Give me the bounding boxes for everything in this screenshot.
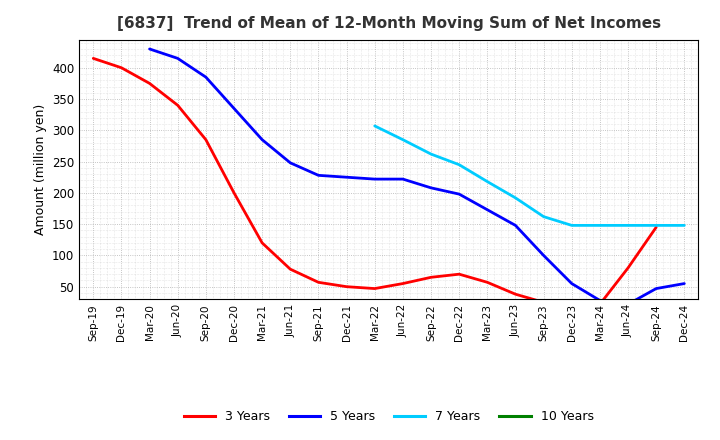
Y-axis label: Amount (million yen): Amount (million yen)	[34, 104, 47, 235]
Title: [6837]  Trend of Mean of 12-Month Moving Sum of Net Incomes: [6837] Trend of Mean of 12-Month Moving …	[117, 16, 661, 32]
Legend: 3 Years, 5 Years, 7 Years, 10 Years: 3 Years, 5 Years, 7 Years, 10 Years	[179, 405, 598, 428]
